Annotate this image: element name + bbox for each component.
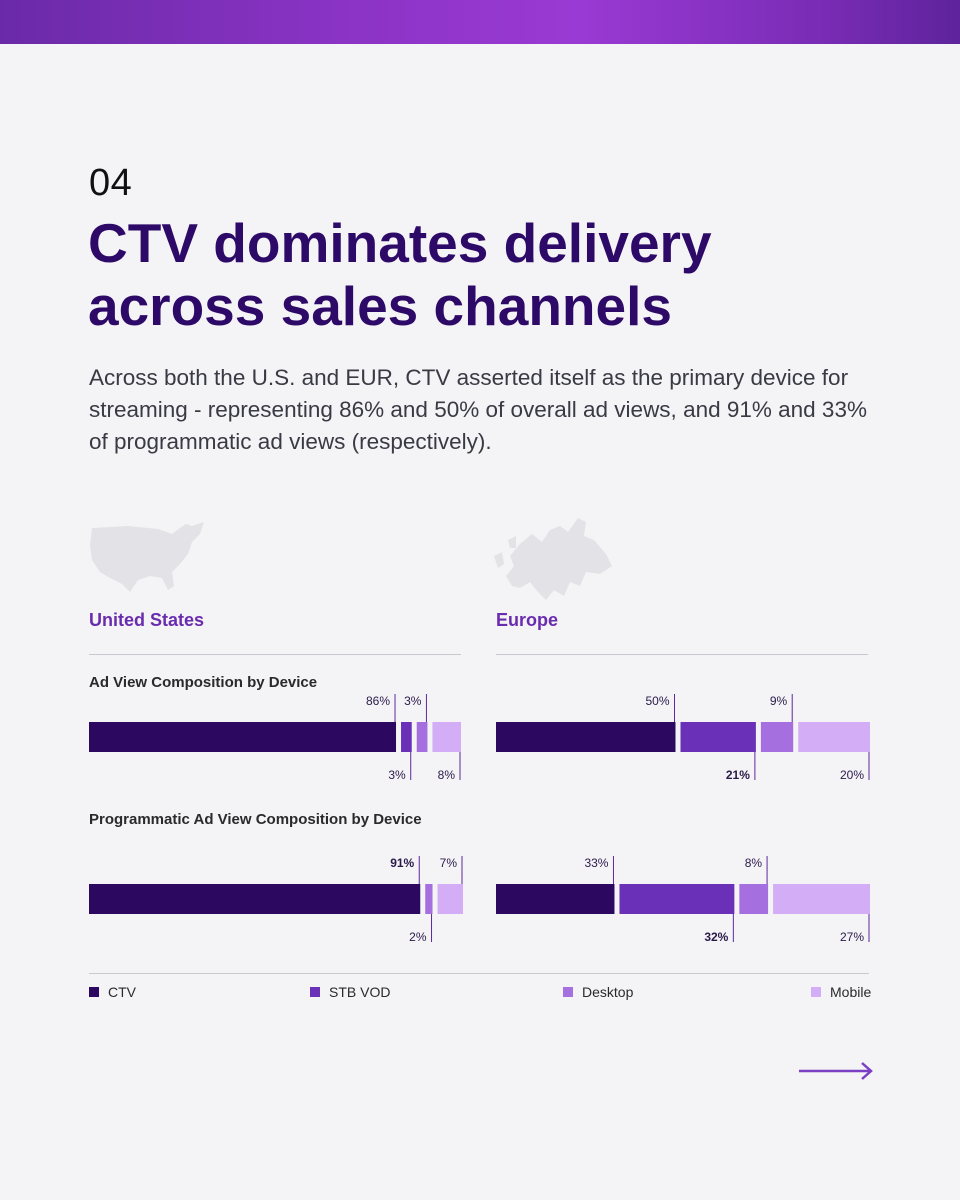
- data-label-united-states-ad-view-stb-vod: 3%: [388, 768, 406, 782]
- data-label-united-states-programmatic-mobile: 7%: [440, 856, 458, 870]
- data-label-united-states-ad-view-mobile: 8%: [438, 768, 456, 782]
- data-label-united-states-ad-view-ctv: 86%: [366, 694, 390, 708]
- legend-divider: [89, 973, 869, 974]
- chart-title-programmatic: Programmatic Ad View Composition by Devi…: [89, 811, 422, 828]
- us-map-icon: [90, 522, 204, 592]
- region-title-us: United States: [89, 610, 205, 630]
- legend-label-stb-vod: STB VOD: [329, 984, 391, 1000]
- data-label-europe-programmatic-desktop: 8%: [745, 856, 763, 870]
- bar-segment-united-states-ad-view-stb-vod: [401, 722, 412, 752]
- europe-map-icon: [494, 518, 612, 600]
- data-label-europe-ad-view-ctv: 50%: [645, 694, 669, 708]
- bar-segment-united-states-ad-view-mobile: [432, 722, 461, 752]
- next-arrow-icon[interactable]: [798, 1060, 874, 1082]
- legend-item-desktop: Desktop: [563, 983, 633, 1001]
- chart-title-ad-view: Ad View Composition by Device: [89, 674, 318, 691]
- bar-segment-united-states-programmatic-desktop: [425, 884, 433, 914]
- section-number: 04: [89, 162, 133, 204]
- bar-segment-europe-programmatic-desktop: [739, 884, 769, 914]
- bar-segment-united-states-programmatic-mobile: [437, 884, 463, 914]
- legend-swatch-stb-vod: [310, 987, 320, 997]
- data-label-europe-programmatic-ctv: 33%: [584, 856, 608, 870]
- legend-item-ctv: CTV: [89, 983, 136, 1001]
- divider-europe: [496, 654, 868, 655]
- data-label-europe-programmatic-mobile: 27%: [840, 930, 864, 944]
- bar-segment-united-states-programmatic-ctv: [89, 884, 421, 914]
- legend-label-desktop: Desktop: [582, 984, 634, 1000]
- legend-swatch-mobile: [811, 987, 821, 997]
- data-label-europe-ad-view-stb-vod: 21%: [726, 768, 750, 782]
- bar-segment-united-states-ad-view-ctv: [89, 722, 397, 752]
- data-label-united-states-ad-view-desktop: 3%: [404, 694, 422, 708]
- legend-label-ctv: CTV: [108, 984, 136, 1000]
- region-title-europe: Europe: [496, 610, 559, 630]
- bar-segment-united-states-ad-view-desktop: [416, 722, 428, 752]
- intro-paragraph: Across both the U.S. and EUR, CTV assert…: [89, 365, 867, 454]
- bar-segment-europe-ad-view-desktop: [760, 722, 794, 752]
- bar-segment-europe-programmatic-ctv: [496, 884, 615, 914]
- data-label-europe-programmatic-stb-vod: 32%: [704, 930, 728, 944]
- divider-us: [89, 654, 461, 655]
- legend-item-stb-vod: STB VOD: [310, 983, 390, 1001]
- bar-segment-europe-ad-view-mobile: [798, 722, 870, 752]
- data-label-europe-ad-view-desktop: 9%: [770, 694, 788, 708]
- data-label-united-states-programmatic-ctv: 91%: [390, 856, 414, 870]
- data-label-europe-ad-view-mobile: 20%: [840, 768, 864, 782]
- legend-label-mobile: Mobile: [830, 984, 872, 1000]
- top-banner: [0, 0, 960, 44]
- bar-segment-europe-ad-view-ctv: [496, 722, 676, 752]
- bar-segment-europe-programmatic-stb-vod: [619, 884, 735, 914]
- legend-item-mobile: Mobile: [811, 983, 871, 1001]
- page-title: CTV dominates delivery across sales chan…: [88, 212, 712, 337]
- bar-segment-europe-programmatic-mobile: [773, 884, 870, 914]
- legend-swatch-desktop: [563, 987, 573, 997]
- legend-swatch-ctv: [89, 987, 99, 997]
- data-label-united-states-programmatic-desktop: 2%: [409, 930, 427, 944]
- bar-segment-europe-ad-view-stb-vod: [680, 722, 756, 752]
